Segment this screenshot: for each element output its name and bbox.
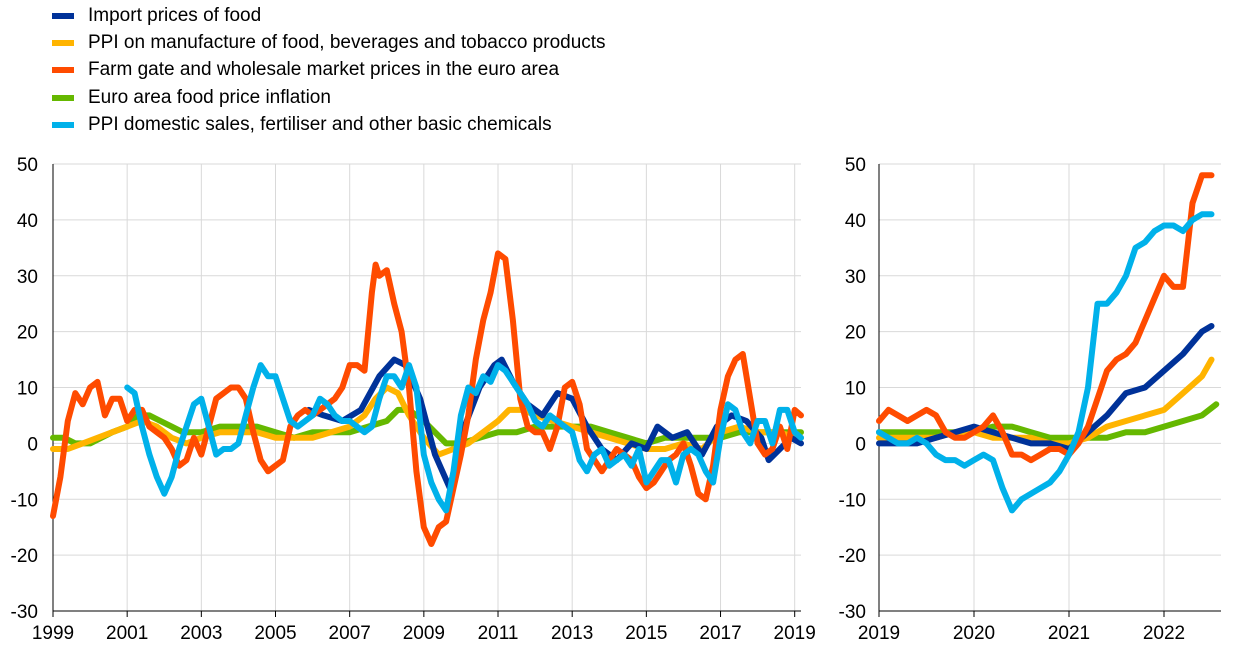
legend-swatch (52, 94, 74, 101)
legend-item-ppi-food: PPI on manufacture of food, beverages an… (52, 29, 606, 56)
legend-label: Farm gate and wholesale market prices in… (88, 59, 560, 81)
legend-swatch (52, 67, 74, 74)
y-tick-label: 0 (27, 434, 38, 455)
x-tick-label: 2021 (1048, 623, 1090, 644)
series-line-0 (876, 323, 1215, 452)
x-tick-label: 2001 (106, 623, 148, 644)
y-tick-label: -20 (839, 546, 866, 567)
x-tick-label: 2019 (774, 623, 816, 644)
y-tick-label: 30 (845, 267, 866, 288)
legend-swatch (52, 40, 74, 47)
x-tick-label: 2011 (478, 623, 519, 644)
x-tick-label: 2015 (625, 623, 667, 644)
legend-item-fertiliser-ppi: PPI domestic sales, fertiliser and other… (52, 112, 606, 139)
x-tick-label: 2003 (180, 623, 222, 644)
x-tick-label: 2019 (858, 623, 900, 644)
series-line-4 (124, 362, 804, 514)
y-tick-label: 50 (17, 155, 38, 176)
legend-label: Import prices of food (88, 4, 262, 26)
legend-item-import-prices: Import prices of food (52, 2, 606, 29)
y-tick-label: 20 (845, 323, 866, 344)
series-line-3 (876, 401, 1220, 441)
legend-item-food-inflation: Euro area food price inflation (52, 84, 606, 111)
y-tick-label: 0 (855, 434, 866, 455)
x-tick-label: 2007 (329, 623, 371, 644)
y-tick-label: 20 (17, 323, 38, 344)
y-tick-label: 40 (17, 211, 38, 232)
series-line-4 (876, 211, 1215, 514)
legend-label: PPI on manufacture of food, beverages an… (88, 32, 606, 54)
x-tick-label: 2009 (403, 623, 445, 644)
y-tick-label: 10 (845, 379, 866, 400)
x-tick-label: 2022 (1143, 623, 1185, 644)
series-line-2 (876, 172, 1215, 464)
x-tick-label: 2005 (254, 623, 296, 644)
legend-label: Euro area food price inflation (88, 86, 331, 108)
legend-swatch (52, 12, 74, 19)
x-tick-label: 2020 (953, 623, 995, 644)
legend-item-farm-gate: Farm gate and wholesale market prices in… (52, 57, 606, 84)
y-tick-label: -30 (11, 602, 38, 623)
legend-label: PPI domestic sales, fertiliser and other… (88, 114, 552, 136)
y-tick-label: -30 (839, 602, 866, 623)
y-tick-label: -10 (11, 490, 38, 511)
x-tick-label: 2017 (699, 623, 741, 644)
y-tick-label: -20 (11, 546, 38, 567)
y-tick-label: 30 (17, 267, 38, 288)
y-tick-label: 40 (845, 211, 866, 232)
series-line-2 (50, 250, 804, 547)
chart-legend: Import prices of food PPI on manufacture… (52, 2, 606, 139)
legend-swatch (52, 122, 74, 129)
y-tick-label: -10 (839, 490, 866, 511)
y-tick-label: 10 (17, 379, 38, 400)
x-tick-label: 1999 (32, 623, 74, 644)
x-tick-label: 2013 (551, 623, 593, 644)
y-tick-label: 50 (845, 155, 866, 176)
